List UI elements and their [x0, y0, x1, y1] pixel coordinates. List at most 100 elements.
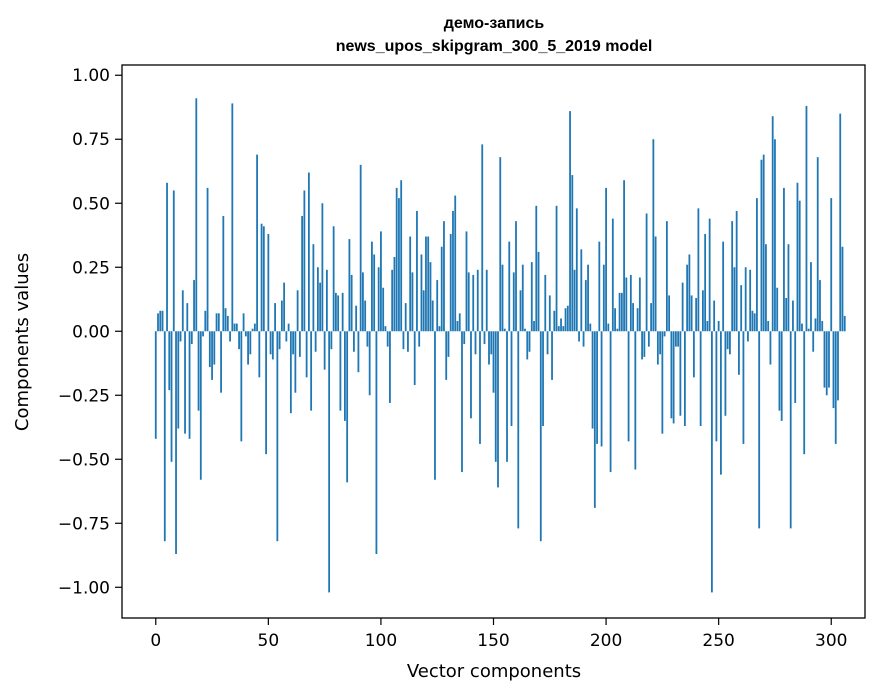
bar: [490, 331, 493, 355]
bar: [524, 328, 526, 332]
bar: [425, 236, 427, 332]
bar: [434, 331, 436, 480]
bar: [418, 331, 421, 347]
bar: [501, 264, 504, 332]
bar: [456, 321, 459, 332]
bar: [190, 331, 193, 345]
bar: [573, 269, 576, 332]
bar: [402, 331, 405, 350]
bar: [289, 331, 292, 414]
bar: [798, 200, 801, 332]
bar: [526, 331, 529, 360]
bar: [726, 331, 729, 350]
bar: [274, 303, 276, 332]
bar: [803, 331, 806, 455]
bar: [337, 295, 340, 332]
bar: [711, 331, 713, 593]
bar: [778, 331, 781, 411]
bar: [839, 113, 842, 332]
bar: [647, 331, 650, 347]
bar: [449, 233, 452, 332]
bar: [681, 282, 684, 332]
bar: [220, 331, 222, 393]
bar: [413, 331, 416, 386]
bar: [830, 198, 833, 332]
bar: [670, 331, 673, 419]
bar: [814, 318, 817, 332]
bar: [411, 272, 414, 332]
bar: [166, 182, 168, 332]
bar: [391, 269, 394, 332]
bar: [645, 213, 648, 332]
bar: [580, 249, 583, 332]
bar: [476, 269, 479, 332]
bar: [229, 331, 231, 342]
bar: [794, 331, 797, 403]
bar: [362, 272, 364, 332]
bar: [157, 313, 159, 332]
bar: [208, 331, 211, 368]
bar: [409, 236, 412, 332]
bar: [258, 331, 261, 378]
bar: [780, 331, 783, 421]
bar: [159, 310, 162, 332]
bar: [530, 262, 533, 332]
bar: [598, 241, 601, 332]
bar: [163, 331, 166, 542]
bar: [199, 331, 202, 480]
y-tick-label: 0.25: [72, 258, 110, 278]
bar: [382, 287, 385, 332]
y-tick-label: 1.00: [72, 66, 110, 86]
y-tick-label: −0.50: [58, 450, 110, 470]
bar: [244, 331, 247, 337]
bar: [708, 218, 711, 332]
bar: [226, 315, 229, 332]
bar: [564, 308, 567, 332]
bar: [706, 321, 709, 332]
bar: [485, 269, 488, 332]
bar: [240, 331, 243, 442]
bar: [303, 190, 306, 332]
bar: [384, 326, 387, 332]
bar: [269, 331, 272, 355]
bar: [692, 331, 695, 378]
bar: [224, 308, 227, 332]
bar: [566, 305, 569, 332]
bar: [312, 244, 315, 332]
bar: [627, 331, 630, 442]
bar: [238, 331, 240, 350]
bar: [438, 326, 441, 332]
bar: [328, 331, 331, 593]
bar: [762, 154, 765, 332]
bar: [488, 331, 490, 365]
bar: [429, 262, 432, 332]
bar: [287, 323, 290, 332]
bar: [416, 210, 418, 332]
bar: [821, 321, 824, 332]
bar: [751, 310, 754, 332]
bar: [348, 239, 351, 332]
bar: [440, 246, 443, 332]
bar: [400, 180, 403, 332]
bar: [834, 331, 837, 444]
bar: [443, 221, 445, 332]
bar: [467, 272, 470, 332]
bar: [262, 226, 265, 332]
bar: [235, 323, 238, 332]
bar: [184, 331, 186, 434]
bar: [170, 331, 173, 462]
bar: [544, 274, 547, 332]
bar: [562, 326, 565, 332]
bar: [733, 267, 736, 332]
bar: [841, 246, 844, 332]
bar: [843, 315, 846, 332]
bar: [600, 331, 603, 447]
bar: [587, 264, 589, 332]
bar: [738, 331, 740, 375]
bar: [715, 331, 718, 442]
bar: [638, 277, 641, 332]
bar: [776, 287, 779, 332]
y-tick-label: −1.00: [58, 578, 110, 598]
bar: [596, 331, 598, 444]
bar: [461, 331, 463, 473]
